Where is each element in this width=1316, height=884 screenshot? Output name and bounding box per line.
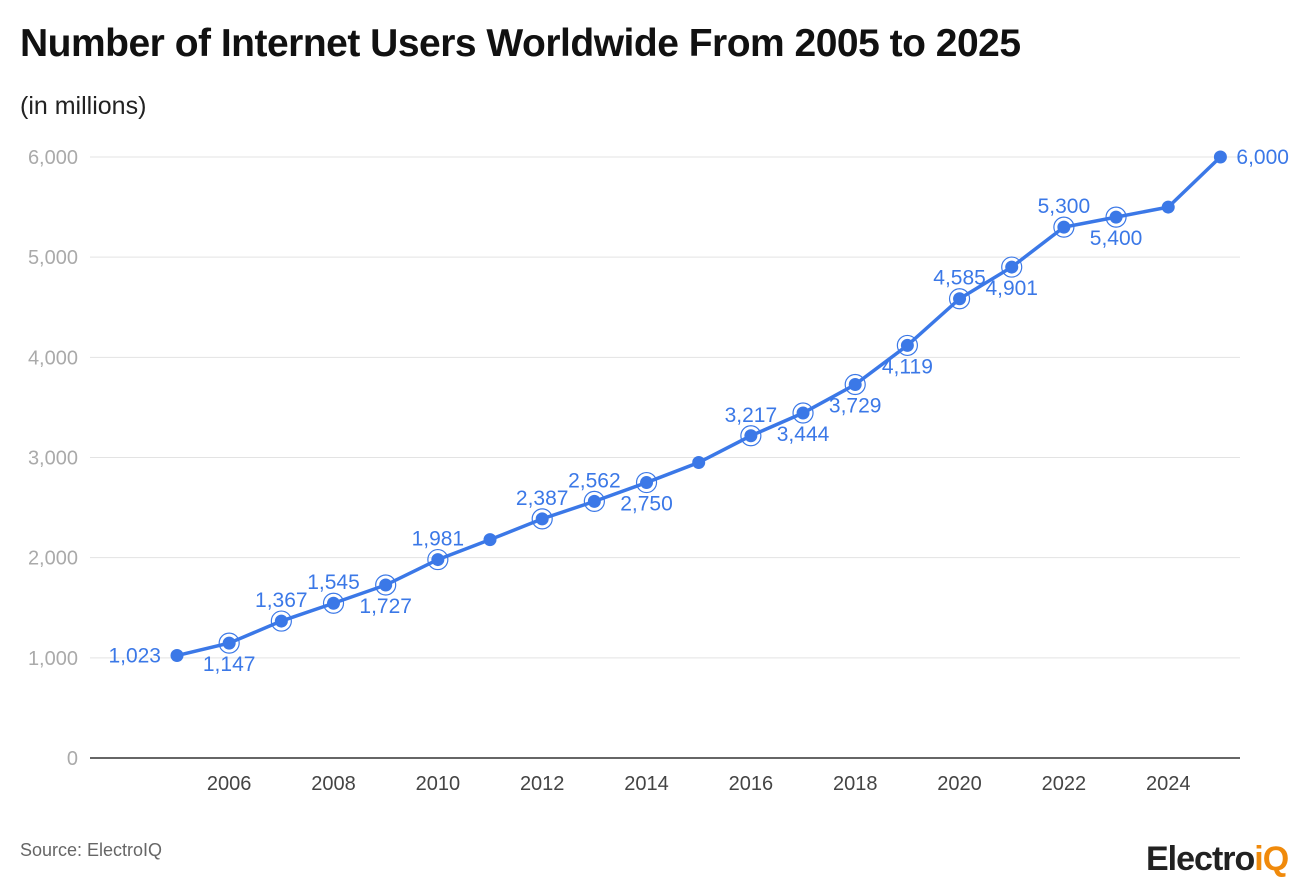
data-point — [1057, 220, 1071, 234]
x-tick-label: 2012 — [520, 773, 565, 795]
data-point — [587, 494, 601, 508]
data-point-ring — [375, 574, 397, 596]
data-point — [1161, 200, 1175, 214]
x-tick-label: 2006 — [207, 773, 252, 795]
data-point — [848, 377, 862, 391]
x-tick-label: 2022 — [1042, 773, 1087, 795]
data-point — [1005, 260, 1019, 274]
data-point-ring — [218, 632, 240, 654]
data-label: 5,300 — [1038, 195, 1091, 218]
data-point — [535, 512, 549, 526]
data-label: 4,119 — [882, 355, 933, 378]
data-label: 1,545 — [307, 571, 360, 594]
data-point-ring — [896, 334, 918, 357]
data-point — [640, 476, 654, 490]
data-label: 5,400 — [1090, 227, 1143, 250]
data-point-ring — [322, 592, 345, 614]
electroiq-logo: ElectroiQ — [1146, 840, 1289, 878]
y-tick-label: 6,000 — [28, 147, 78, 169]
data-label: 3,217 — [725, 404, 778, 427]
data-label: 3,444 — [777, 423, 830, 446]
data-point — [692, 456, 706, 470]
chart-title: Number of Internet Users Worldwide From … — [20, 22, 1021, 65]
data-label: 4,901 — [985, 277, 1038, 300]
data-point — [431, 553, 445, 567]
data-label: 1,023 — [108, 645, 161, 668]
x-tick-label: 2018 — [833, 773, 878, 795]
data-point — [900, 338, 914, 352]
y-tick-label: 2,000 — [28, 548, 78, 570]
y-tick-label: 5,000 — [28, 247, 78, 269]
data-point-ring — [1053, 216, 1075, 238]
data-point-ring — [531, 508, 553, 530]
data-point — [379, 578, 393, 592]
data-label: 2,387 — [516, 487, 569, 510]
data-label: 1,727 — [359, 595, 412, 618]
data-point — [483, 533, 497, 547]
x-tick-label: 2008 — [311, 773, 356, 795]
data-point — [744, 429, 758, 443]
data-point — [274, 614, 288, 628]
data-point-ring — [948, 288, 971, 310]
y-tick-label: 4,000 — [28, 347, 78, 369]
data-point — [170, 649, 184, 663]
data-point — [327, 596, 341, 610]
data-point-ring — [1001, 256, 1023, 278]
data-label: 1,981 — [412, 528, 465, 551]
data-label: 1,367 — [255, 589, 308, 612]
data-label: 4,585 — [933, 267, 986, 290]
y-tick-label: 1,000 — [28, 648, 78, 670]
y-tick-label: 0 — [67, 748, 78, 770]
data-point-ring — [740, 425, 762, 447]
x-tick-label: 2020 — [937, 773, 982, 795]
chart-subtitle: (in millions) — [20, 92, 147, 120]
x-tick-label: 2014 — [624, 773, 669, 795]
data-label: 6,000 — [1236, 146, 1289, 169]
data-point-ring — [635, 471, 658, 494]
data-point-ring — [270, 610, 292, 632]
data-label: 2,562 — [568, 469, 621, 492]
data-label: 2,750 — [620, 493, 673, 516]
data-point — [1109, 210, 1123, 224]
data-point — [1213, 150, 1227, 164]
data-point — [796, 406, 810, 420]
data-point-ring — [844, 373, 866, 396]
data-point-ring — [792, 402, 814, 424]
data-point — [953, 292, 967, 306]
data-point — [222, 636, 236, 650]
data-label: 3,729 — [829, 394, 882, 417]
data-point-ring — [583, 490, 605, 512]
data-label: 1,147 — [203, 653, 256, 676]
data-point-ring — [427, 548, 449, 571]
x-tick-label: 2016 — [729, 773, 774, 795]
source-note: Source: ElectroIQ — [20, 840, 163, 860]
x-tick-label: 2024 — [1146, 773, 1191, 795]
x-tick-label: 2010 — [416, 773, 461, 795]
data-point-ring — [1105, 206, 1127, 228]
y-tick-label: 3,000 — [28, 448, 78, 470]
